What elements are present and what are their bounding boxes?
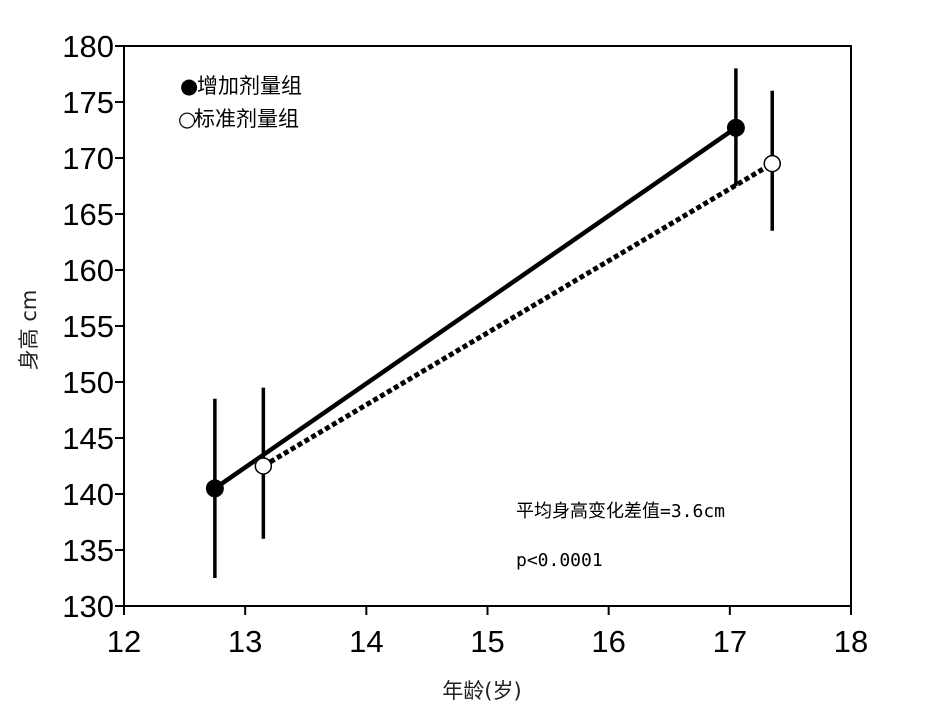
series-layer <box>205 68 781 578</box>
annotation-mean-difference: 平均身高变化差值=3.6cm <box>516 501 725 522</box>
y-tick-label: 160 <box>62 253 114 288</box>
legend-symbol-increased-dose: ● <box>180 74 198 98</box>
x-tick-label: 12 <box>107 624 141 659</box>
x-tick-label: 18 <box>834 624 868 659</box>
plot-frame <box>123 45 852 607</box>
x-tick-label: 14 <box>349 624 383 659</box>
series-1 <box>254 90 781 539</box>
x-tick-label: 16 <box>591 624 625 659</box>
y-tick-label: 155 <box>62 309 114 344</box>
data-point <box>763 154 781 173</box>
y-tick-label: 135 <box>62 533 114 568</box>
y-tick-labels: 130 135 140 145 150 155 160 165 170 175 180 <box>62 29 114 624</box>
y-tick-label: 145 <box>62 421 114 456</box>
x-tick-label: 17 <box>713 624 747 659</box>
x-tick-label: 13 <box>228 624 262 659</box>
data-point <box>254 457 273 475</box>
y-tick-label: 180 <box>62 29 114 64</box>
y-tick-label: 170 <box>62 141 114 176</box>
x-axis-title: 年龄(岁) <box>442 679 521 703</box>
legend-label-standard-dose: 标准剂量组 <box>194 107 299 131</box>
y-axis-title: 身高 cm <box>17 290 41 371</box>
series-0 <box>205 68 745 578</box>
x-tick-labels: 12 13 14 15 16 17 18 <box>107 624 868 659</box>
series-line <box>213 125 738 491</box>
y-tick-label: 175 <box>62 85 114 120</box>
legend-symbol-standard-dose: ○ <box>178 107 196 131</box>
data-point <box>205 479 224 498</box>
data-point <box>726 118 745 137</box>
y-tick-label: 165 <box>62 197 114 232</box>
y-tick-label: 140 <box>62 477 114 512</box>
axis-ticks <box>115 45 852 615</box>
y-tick-label: 150 <box>62 365 114 400</box>
y-tick-label: 130 <box>62 589 114 624</box>
annotation-p-value: p<0.0001 <box>516 550 603 571</box>
x-tick-label: 15 <box>470 624 504 659</box>
legend: ● 增加剂量组 ○ 标准剂量组 <box>178 74 302 131</box>
series-line <box>262 161 774 469</box>
legend-label-increased-dose: 增加剂量组 <box>197 74 302 98</box>
